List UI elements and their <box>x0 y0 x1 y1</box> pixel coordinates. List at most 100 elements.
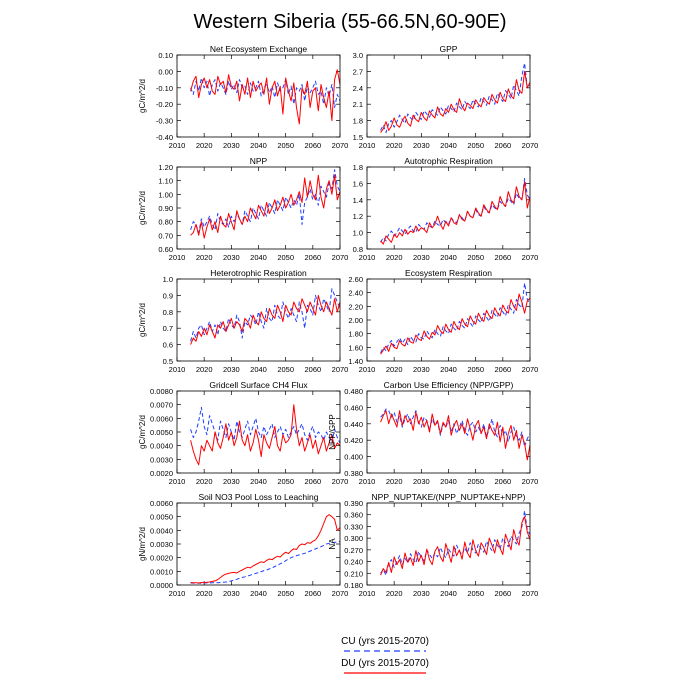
x-tick-label: 2030 <box>413 477 430 486</box>
plot-frame <box>176 278 341 362</box>
y-tick-label: 0.90 <box>158 204 173 213</box>
x-tick-label: 2070 <box>522 141 539 150</box>
series-line-du <box>190 514 341 584</box>
y-tick-label: 0.270 <box>344 546 363 555</box>
y-tick-label: 1.00 <box>158 190 173 199</box>
x-tick-label: 2050 <box>467 477 484 486</box>
x-tick-label: 2020 <box>386 365 403 374</box>
y-tick-label: 0.0020 <box>150 469 173 478</box>
x-tick-label: 2050 <box>277 589 294 598</box>
panel-title: Heterotrophic Respiration <box>210 268 307 278</box>
y-tick-label: 0.440 <box>344 420 363 429</box>
y-tick-label: 2.4 <box>353 84 363 93</box>
plot-frame <box>366 166 531 250</box>
y-tick-label: 1.60 <box>348 343 363 352</box>
plot-frame <box>366 54 531 138</box>
x-tick-label: 2060 <box>304 365 321 374</box>
x-tick-label: 2040 <box>440 477 457 486</box>
y-axis-label: gC/m^2/d <box>138 415 147 449</box>
y-tick-label: 1.8 <box>353 163 363 172</box>
chart-gridcell-surface-ch4-flux: Gridcell Surface CH4 Flux gC/m^2/d 0.0020 0… <box>138 380 348 486</box>
y-tick-label: -0.10 <box>156 84 173 93</box>
x-tick-label: 2040 <box>250 365 267 374</box>
series-line-cu <box>380 178 531 243</box>
chart-npp: NPP gC/m^2/d 0.60 0.70 0.80 0.90 1.00 1.10 1.20 2… <box>138 156 348 262</box>
panel-title: Ecosystem Respiration <box>405 268 492 278</box>
x-tick-label: 2030 <box>223 365 240 374</box>
y-tick-label: 0.460 <box>344 403 363 412</box>
y-tick-label: 0.00 <box>158 67 173 76</box>
plot-frame <box>366 390 531 474</box>
legend-label-cu: CU (yrs 2015-2070) <box>341 636 429 647</box>
y-tick-label: 1.4 <box>353 196 363 205</box>
x-tick-label: 2060 <box>494 477 511 486</box>
x-tick-label: 2060 <box>304 253 321 262</box>
y-tick-label: 0.0080 <box>150 387 173 396</box>
y-tick-label: 0.0040 <box>150 526 173 535</box>
y-tick-label: 0.10 <box>158 51 173 60</box>
y-tick-label: 0.0040 <box>150 442 173 451</box>
x-tick-label: 2040 <box>250 141 267 150</box>
y-tick-label: 3.0 <box>353 51 363 60</box>
x-tick-label: 2010 <box>359 253 376 262</box>
x-tick-label: 2010 <box>359 589 376 598</box>
y-tick-label: 0.0060 <box>150 499 173 508</box>
series-line-du <box>190 174 341 239</box>
chart-soil-no3-pool-loss-to-leaching: Soil NO3 Pool Loss to LeachinggN/m^2/d0.… <box>138 492 348 598</box>
y-tick-label: 0.0020 <box>150 554 173 563</box>
x-tick-label: 2020 <box>386 589 403 598</box>
x-tick-label: 2020 <box>386 141 403 150</box>
x-tick-label: 2030 <box>413 589 430 598</box>
x-tick-label: 2050 <box>467 141 484 150</box>
y-tick-label: 0.300 <box>344 534 363 543</box>
y-axis-label: gC/m^2/d <box>138 191 147 225</box>
panel-title: Carbon Use Efficiency (NPP/GPP) <box>384 380 514 390</box>
x-tick-label: 2060 <box>494 589 511 598</box>
y-tick-label: 1.8 <box>353 117 363 126</box>
y-tick-label: 1.0 <box>353 229 363 238</box>
series-line-du <box>380 293 531 355</box>
x-tick-label: 2020 <box>196 589 213 598</box>
series-line-cu <box>190 288 341 342</box>
y-tick-label: 2.1 <box>353 100 363 109</box>
x-tick-label: 2030 <box>223 141 240 150</box>
x-tick-label: 2010 <box>169 253 186 262</box>
x-tick-label: 2060 <box>494 365 511 374</box>
x-tick-label: 2030 <box>413 365 430 374</box>
y-tick-label: 0.0030 <box>150 455 173 464</box>
series-line-cu <box>190 541 341 584</box>
x-tick-label: 2070 <box>522 253 539 262</box>
chart-npp-nuptake-npp-nuptake-npp: NPP_NUPTAKE/(NPP_NUPTAKE+NPP) NA 0.180 0.21… <box>328 492 538 598</box>
y-tick-label: 2.60 <box>348 275 363 284</box>
y-tick-label: 0.60 <box>158 245 173 254</box>
x-tick-label: 2060 <box>494 141 511 150</box>
series-line-du <box>380 181 531 245</box>
y-tick-label: 0.480 <box>344 387 363 396</box>
x-tick-label: 2010 <box>169 365 186 374</box>
x-tick-label: 2010 <box>169 141 186 150</box>
x-tick-label: 2030 <box>223 253 240 262</box>
x-tick-label: 2020 <box>386 477 403 486</box>
x-tick-label: 2040 <box>440 589 457 598</box>
y-axis-label: gC/m^2/d <box>138 79 147 113</box>
panel-title: GPP <box>440 44 458 54</box>
y-tick-label: 0.390 <box>344 499 363 508</box>
panel-title: Soil NO3 Pool Loss to Leaching <box>198 492 318 502</box>
x-tick-label: 2050 <box>277 253 294 262</box>
x-tick-label: 2040 <box>250 477 267 486</box>
figure-title: Western Siberia (55-66.5N,60-90E) <box>193 11 506 33</box>
y-tick-label: 1.80 <box>348 330 363 339</box>
chart-heterotrophic-respiration: Heterotrophic Respiration gC/m^2/d 0.5 0.6 0… <box>138 268 348 374</box>
x-tick-label: 2070 <box>332 477 349 486</box>
y-tick-label: 0.80 <box>158 218 173 227</box>
y-tick-label: 0.8 <box>353 245 363 254</box>
x-tick-label: 2070 <box>522 365 539 374</box>
y-tick-label: 0.210 <box>344 569 363 578</box>
x-tick-label: 2010 <box>359 477 376 486</box>
y-tick-label: 0.6 <box>163 341 173 350</box>
x-tick-label: 2010 <box>359 365 376 374</box>
x-tick-label: 2010 <box>359 141 376 150</box>
y-tick-label: 1.10 <box>158 177 173 186</box>
chart-panels: Net Ecosystem Exchange gC/m^2/d -0.40 -0.30… <box>138 44 538 598</box>
plot-frame <box>366 502 531 586</box>
